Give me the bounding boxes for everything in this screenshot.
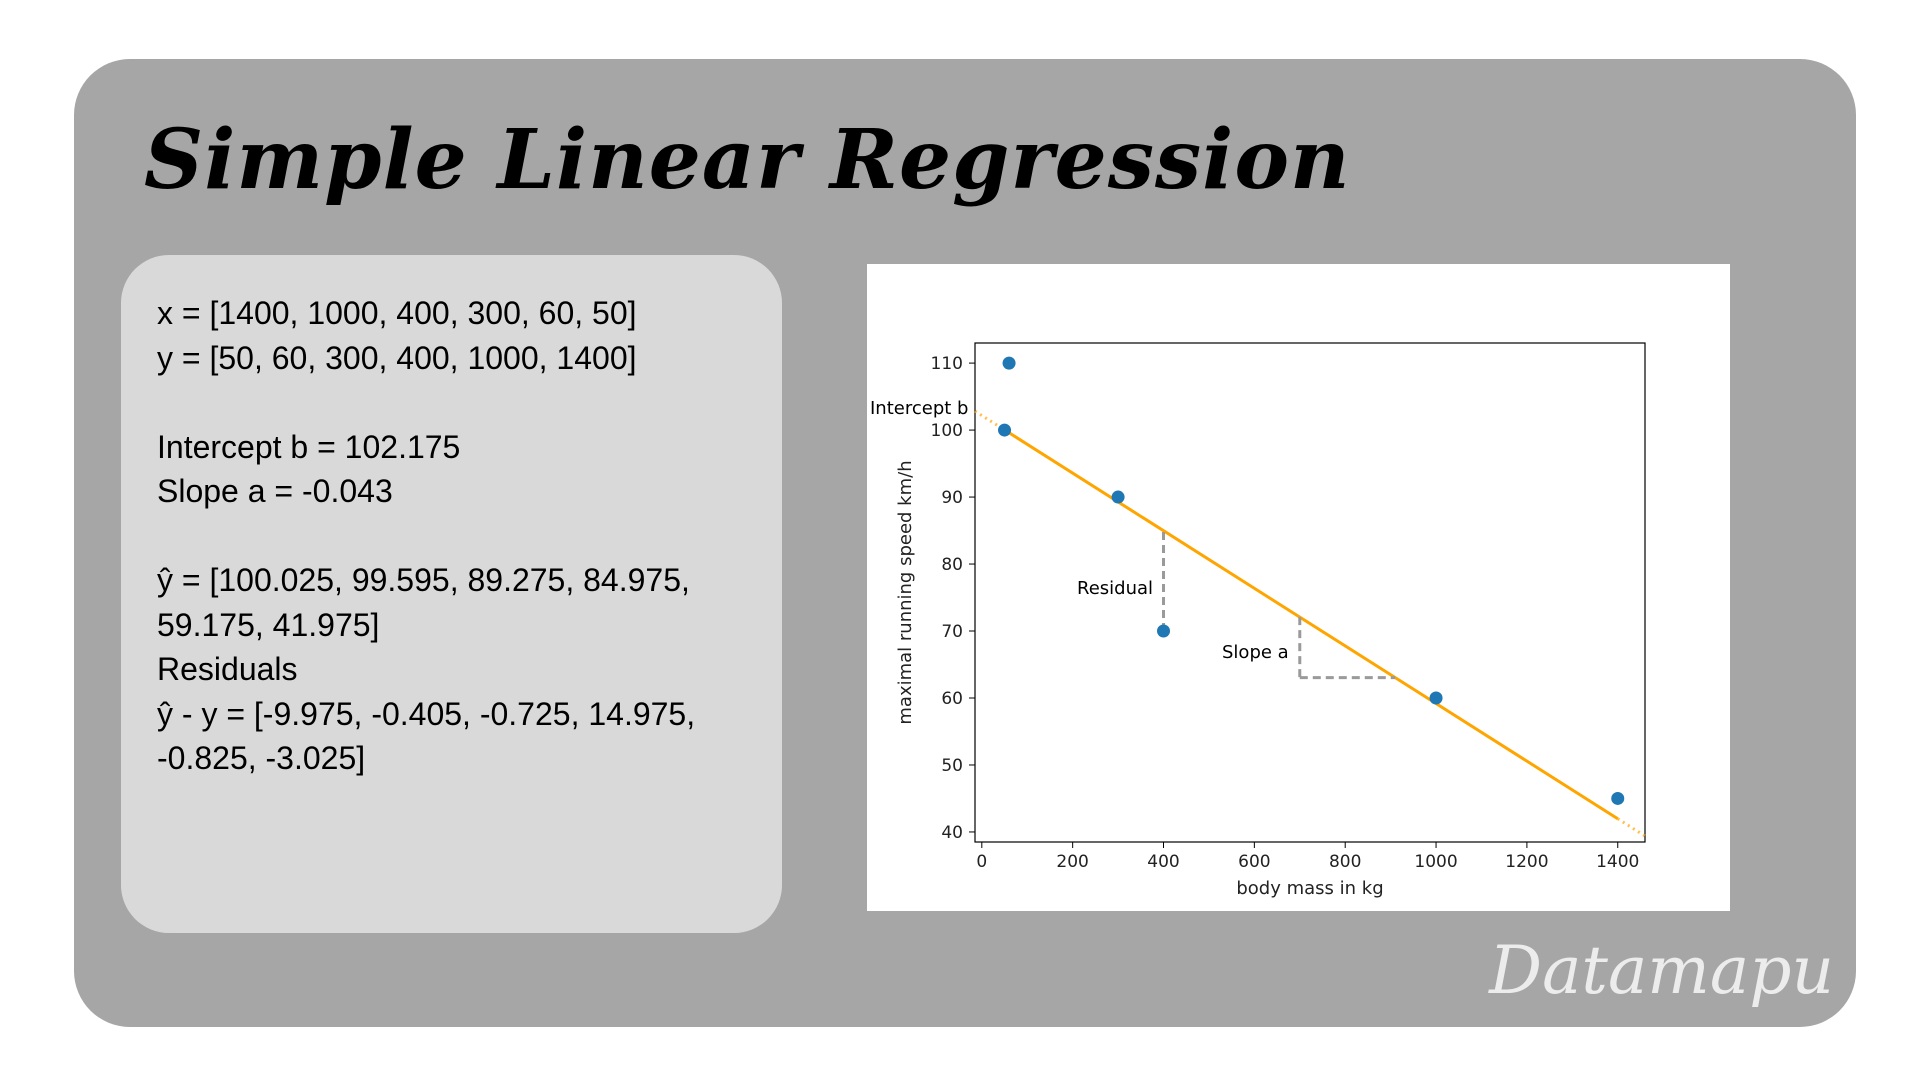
x-values-line: x = [1400, 1000, 400, 300, 60, 50]: [157, 295, 637, 331]
regression-extension-right: [1616, 817, 1646, 838]
residual-annotation: Residual: [1077, 578, 1153, 599]
plot-frame: [974, 342, 1646, 843]
slope-line: Slope a = -0.043: [157, 473, 393, 509]
y-axis-label: maximal running speed km/h: [895, 460, 916, 724]
data-point: [1611, 791, 1625, 805]
chart-container: 0 200 400 600 800 1000 1200 1400 40 50 60 70 80 90 100…: [867, 264, 1730, 911]
residuals-line-2: -0.825, -3.025]: [157, 740, 366, 776]
x-tick-label: 1000: [1414, 852, 1457, 872]
yhat-line-1: ŷ = [100.025, 99.595, 89.275, 84.975,: [157, 562, 690, 598]
x-axis-label: body mass in kg: [1236, 878, 1383, 899]
y-tick-label: 100: [931, 421, 963, 441]
x-tick-label: 1200: [1505, 852, 1548, 872]
intercept-line: Intercept b = 102.175: [157, 428, 461, 465]
residuals-line-1: ŷ - y = [-9.975, -0.405, -0.725, 14.975,: [157, 695, 696, 732]
slope-annotation: Slope a: [1222, 642, 1289, 663]
brand-logo-text: Datamapu: [1489, 932, 1834, 1009]
y-tick-label: 90: [941, 488, 963, 508]
x-tick-label: 0: [976, 852, 987, 872]
data-point: [1157, 624, 1171, 638]
y-tick-label: 110: [931, 354, 963, 374]
regression-line: [1003, 428, 1619, 820]
y-tick-label: 60: [941, 689, 963, 709]
data-point: [1429, 691, 1443, 705]
x-tick-label: 400: [1147, 852, 1179, 872]
y-tick-label: 70: [941, 622, 963, 642]
y-tick-label: 50: [941, 756, 963, 776]
x-tick-label: 800: [1329, 852, 1361, 872]
y-tick-label: 80: [941, 555, 963, 575]
data-point: [1002, 356, 1016, 370]
data-point: [1111, 490, 1125, 504]
page-title: Simple Linear Regression: [144, 112, 1351, 208]
intercept-annotation: Intercept b: [870, 398, 968, 419]
x-tick-label: 200: [1056, 852, 1088, 872]
scatter-chart: 0 200 400 600 800 1000 1200 1400 40 50 60 70 80 90 100…: [870, 342, 1646, 899]
x-tick-label: 1400: [1596, 852, 1639, 872]
info-panel: x = [1400, 1000, 400, 300, 60, 50] y = […: [121, 255, 782, 933]
yhat-line-2: 59.175, 41.975]: [157, 606, 380, 643]
x-tick-label: 600: [1238, 852, 1270, 872]
info-text: x = [1400, 1000, 400, 300, 60, 50] y = […: [157, 291, 695, 781]
y-values-line: y = [50, 60, 300, 400, 1000, 1400]: [157, 339, 637, 376]
data-point: [998, 423, 1012, 437]
residuals-heading: Residuals: [157, 651, 298, 687]
y-tick-label: 40: [941, 823, 963, 843]
